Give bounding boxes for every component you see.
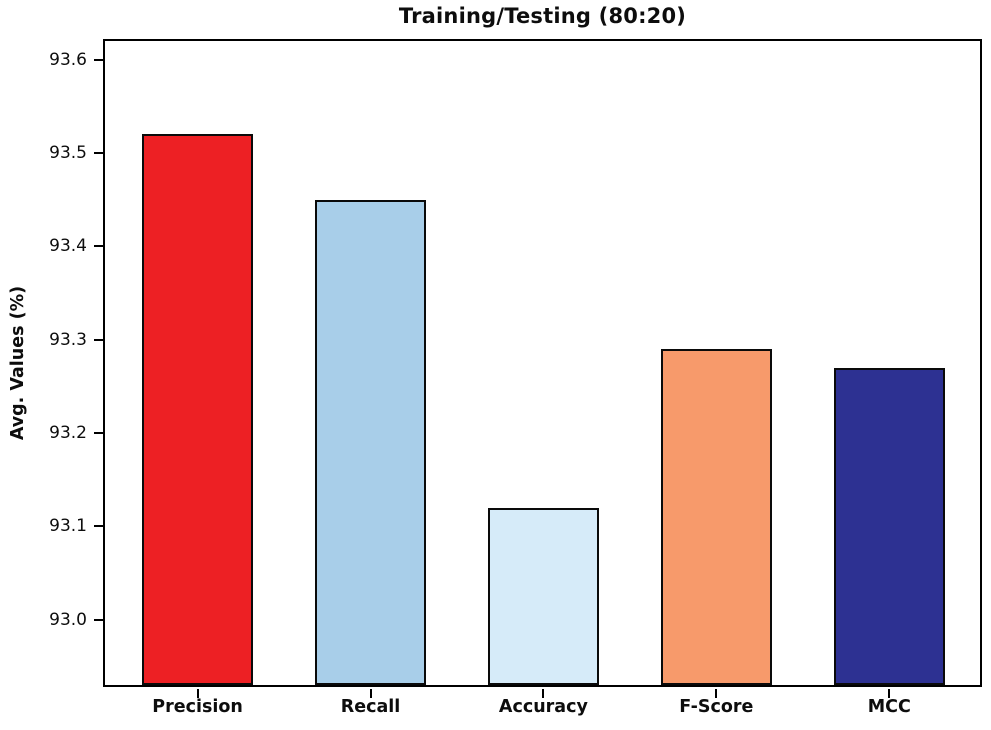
y-tick-mark [94, 432, 103, 434]
x-tick-mark [888, 689, 891, 698]
y-tick-label: 93.0 [49, 609, 87, 630]
y-tick-mark [94, 338, 103, 341]
y-tick-label: 93.4 [49, 236, 87, 257]
x-tick-mark [715, 689, 718, 698]
x-tick-mark [369, 689, 372, 698]
bar-f-score [660, 349, 772, 685]
y-tick-label: 93.1 [49, 516, 87, 537]
bar-recall [315, 199, 426, 685]
y-tick-mark [94, 525, 103, 528]
y-tick-label: 93.3 [49, 329, 87, 350]
x-tick-label-mcc: MCC [867, 697, 911, 717]
y-tick-mark [94, 245, 103, 248]
y-tick-mark [94, 58, 103, 61]
y-tick-label: 93.5 [49, 143, 87, 163]
y-tick-label: 93.6 [49, 49, 87, 70]
x-tick-label-recall: Recall [340, 697, 401, 717]
x-tick-label-accuracy: Accuracy [498, 697, 588, 717]
bar-accuracy [487, 507, 599, 685]
y-tick-mark [94, 152, 103, 154]
plot-area: 93.0 93.1 93.2 93.3 93.4 93.5 93.6 Precision Rec… [49, 39, 982, 717]
chart-title: Training/Testing (80:20) [398, 4, 687, 28]
x-tick-label-f-score: F-Score [679, 697, 754, 717]
x-tick-mark [542, 689, 545, 698]
bar-precision [142, 134, 254, 685]
x-tick-label-precision: Precision [152, 697, 243, 717]
x-tick-mark [196, 689, 199, 698]
y-tick-label: 93.2 [49, 423, 87, 443]
y-tick-mark [94, 618, 103, 621]
y-axis-label: Avg. Values (%) [8, 285, 28, 441]
bar-mcc [833, 367, 945, 685]
